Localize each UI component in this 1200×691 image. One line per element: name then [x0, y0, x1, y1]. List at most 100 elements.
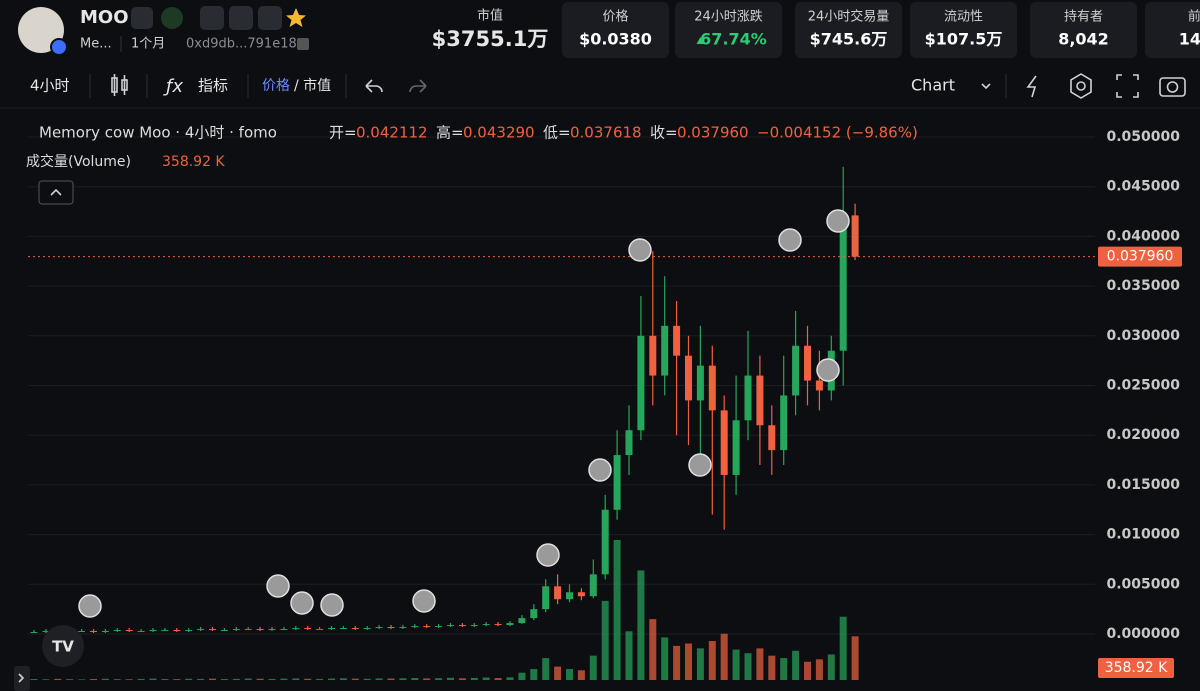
volume-bar	[316, 678, 324, 680]
market-cap-label: 市值	[477, 8, 503, 24]
candle-body	[30, 632, 38, 634]
trader-avatar[interactable]	[816, 358, 840, 382]
volume-bar	[42, 679, 50, 680]
candle-body	[399, 627, 407, 629]
candle-body	[673, 325, 681, 356]
y-tick-label: 0.045000	[1106, 179, 1180, 195]
verified-badge	[50, 38, 68, 56]
volume-bar	[720, 633, 728, 680]
volume-bar	[447, 677, 454, 680]
volume-bar	[232, 678, 240, 680]
volume-bar	[554, 666, 562, 680]
volume-bar	[530, 669, 538, 680]
website-icon[interactable]	[200, 6, 224, 30]
candle-body	[101, 631, 109, 633]
candle-body	[566, 592, 573, 600]
volume-bar	[696, 648, 704, 680]
ohlc-label: 收=	[650, 124, 678, 142]
candle-body	[197, 629, 205, 631]
volume-bar	[292, 678, 300, 680]
candle-body	[292, 628, 300, 630]
tradingview-logo[interactable]	[42, 625, 84, 667]
candle-body	[232, 629, 240, 631]
search-icon[interactable]	[258, 6, 282, 30]
volume-bar	[458, 678, 466, 680]
stat-label: 价格	[602, 9, 628, 25]
x-icon[interactable]	[229, 6, 253, 30]
copy-icon[interactable]	[297, 38, 309, 50]
y-tick-label: 0.030000	[1106, 328, 1180, 344]
candle-body	[601, 509, 609, 575]
stat-label: 前1	[1188, 9, 1200, 25]
volume-bar	[435, 678, 443, 680]
volume-bar	[78, 679, 86, 680]
price-toggle[interactable]: 价格	[262, 78, 290, 94]
launchpad-icon[interactable]	[161, 7, 183, 29]
y-tick-label: 0.025000	[1106, 378, 1180, 394]
edit-icon[interactable]	[131, 7, 153, 29]
interval-selector[interactable]: 4小时	[30, 77, 70, 95]
candle-body	[423, 626, 431, 628]
candle-body	[720, 410, 728, 475]
candle-body	[256, 629, 264, 631]
trader-avatar[interactable]	[78, 594, 102, 618]
volume-bar	[280, 678, 288, 680]
fullscreen-icon[interactable]	[1116, 74, 1139, 98]
chart-selector[interactable]: Chart	[911, 76, 955, 95]
trader-avatar[interactable]	[778, 228, 802, 252]
candle-body	[518, 618, 526, 624]
trader-avatar[interactable]	[412, 589, 436, 613]
candle-body	[161, 630, 169, 632]
trader-avatar[interactable]	[826, 209, 850, 233]
candle-body	[185, 630, 193, 632]
candle-body	[411, 626, 419, 628]
ohlc-value: 0.042112	[356, 124, 428, 142]
candle-body	[137, 631, 145, 633]
candle-type-icon[interactable]	[111, 74, 128, 96]
candle-body	[804, 345, 811, 381]
candle-body	[220, 630, 228, 632]
trader-avatar[interactable]	[688, 453, 712, 477]
volume-tag	[1098, 658, 1174, 678]
volume-bar	[482, 677, 490, 680]
candle-body	[589, 574, 597, 597]
undo-icon[interactable]	[365, 79, 383, 93]
market-cap-toggle[interactable]: / 市值	[294, 77, 331, 94]
candle-body	[744, 375, 752, 421]
alert-icon[interactable]	[1026, 75, 1037, 98]
fx-icon[interactable]: ƒx	[163, 76, 183, 97]
trader-avatar[interactable]	[536, 543, 560, 567]
candle-body	[732, 420, 740, 475]
indicators-button[interactable]: 指标	[198, 77, 228, 95]
candle-body	[339, 628, 347, 630]
candle-body	[756, 375, 764, 426]
trader-avatar[interactable]	[588, 458, 612, 482]
candle-body	[447, 625, 454, 627]
y-tick-label: 0.035000	[1106, 278, 1180, 294]
y-tick-label: 0.050000	[1106, 129, 1180, 145]
redo-icon[interactable]	[409, 79, 427, 93]
screenshot-icon[interactable]	[1159, 77, 1186, 97]
trader-avatar[interactable]	[320, 593, 344, 617]
trader-avatar[interactable]	[290, 591, 314, 615]
volume-bar	[387, 678, 395, 680]
trader-avatar[interactable]	[628, 238, 652, 262]
candle-body	[613, 455, 621, 510]
collapse-legend-button[interactable]	[38, 180, 74, 205]
stat-card	[795, 2, 902, 58]
favorite-star[interactable]	[286, 8, 306, 27]
y-tick-label: 0.010000	[1106, 527, 1180, 543]
candle-body	[149, 630, 157, 632]
volume-bar	[375, 678, 383, 680]
candle-body	[482, 624, 490, 626]
tradingview-mark: TV	[52, 638, 74, 656]
volume-bar	[54, 678, 62, 680]
trader-avatar[interactable]	[266, 574, 290, 598]
dropdown-chevron[interactable]	[981, 83, 991, 90]
volume-bar	[768, 655, 776, 680]
contract-address[interactable]: 0xd9db...791e18	[186, 37, 297, 52]
token-name: Me...	[80, 37, 112, 52]
settings-icon[interactable]	[1070, 73, 1092, 99]
candle-body	[506, 623, 514, 626]
